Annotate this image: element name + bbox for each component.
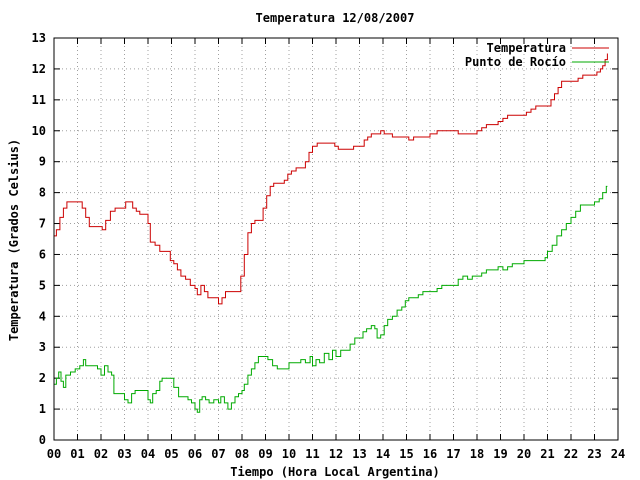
x-tick-label: 18	[470, 447, 484, 461]
series-group	[54, 53, 608, 413]
grid-lines	[54, 38, 618, 440]
legend-label-punto-de-rocio: Punto de Rocío	[465, 55, 566, 69]
x-tick-label: 15	[399, 447, 413, 461]
x-tick-label: 14	[376, 447, 390, 461]
x-tick-labels: 00 01 02 03 04 05 06 07 08 09 10 11 12 13 14 15 16 17 18 19…	[47, 447, 625, 461]
x-tick-label: 06	[188, 447, 202, 461]
y-tick-label: 12	[32, 62, 46, 76]
x-tick-label: 00	[47, 447, 61, 461]
series-line-punto-de-rocio	[54, 185, 608, 413]
x-tick-label: 23	[587, 447, 601, 461]
y-tick-label: 11	[32, 93, 46, 107]
x-tick-label: 21	[540, 447, 554, 461]
x-tick-label: 12	[329, 447, 343, 461]
x-tick-label: 11	[305, 447, 319, 461]
y-tick-label: 6	[39, 247, 46, 261]
x-tick-label: 02	[94, 447, 108, 461]
x-tick-label: 09	[258, 447, 272, 461]
y-tick-label: 7	[39, 217, 46, 231]
x-tick-label: 07	[211, 447, 225, 461]
y-tick-label: 13	[32, 31, 46, 45]
y-axis-label: Temperatura (Grados Celsius)	[7, 139, 21, 341]
series-line-temperatura	[54, 53, 608, 305]
plot-frame	[53, 37, 619, 441]
y-tick-label: 2	[39, 371, 46, 385]
y-tick-label: 5	[39, 278, 46, 292]
y-tick-label: 4	[39, 309, 46, 323]
x-tick-label: 19	[493, 447, 507, 461]
axis-ticks	[53, 37, 619, 441]
y-tick-label: 9	[39, 155, 46, 169]
x-tick-label: 20	[517, 447, 531, 461]
x-tick-label: 05	[164, 447, 178, 461]
y-tick-label: 8	[39, 186, 46, 200]
x-tick-label: 17	[446, 447, 460, 461]
x-tick-label: 22	[564, 447, 578, 461]
y-tick-label: 3	[39, 340, 46, 354]
legend: Temperatura Punto de Rocío	[465, 41, 609, 69]
x-axis-label: Tiempo (Hora Local Argentina)	[230, 465, 440, 479]
x-tick-label: 13	[352, 447, 366, 461]
x-tick-label: 03	[117, 447, 131, 461]
chart-title: Temperatura 12/08/2007	[256, 11, 415, 25]
y-tick-label: 0	[39, 433, 46, 447]
y-tick-label: 10	[32, 124, 46, 138]
legend-label-temperatura: Temperatura	[487, 41, 566, 55]
y-tick-label: 1	[39, 402, 46, 416]
x-tick-label: 01	[70, 447, 84, 461]
x-tick-label: 08	[235, 447, 249, 461]
x-tick-label: 16	[423, 447, 437, 461]
x-tick-label: 04	[141, 447, 155, 461]
x-tick-label: 10	[282, 447, 296, 461]
x-tick-label: 24	[611, 447, 625, 461]
